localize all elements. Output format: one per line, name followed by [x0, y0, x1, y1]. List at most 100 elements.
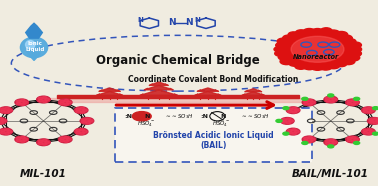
Circle shape	[295, 63, 307, 69]
Circle shape	[64, 137, 69, 139]
Circle shape	[16, 137, 21, 140]
Circle shape	[5, 132, 9, 134]
Circle shape	[363, 110, 368, 112]
Circle shape	[42, 139, 47, 142]
Circle shape	[86, 118, 90, 120]
Circle shape	[325, 100, 330, 102]
Circle shape	[38, 100, 43, 102]
Bar	[49, 98, 306, 102]
Text: BAIL/MIL-101: BAIL/MIL-101	[292, 169, 369, 179]
Circle shape	[296, 30, 307, 36]
Circle shape	[370, 131, 375, 133]
Circle shape	[289, 120, 293, 122]
Circle shape	[324, 96, 338, 103]
Circle shape	[328, 94, 334, 97]
Circle shape	[282, 121, 287, 123]
Text: MIL-101: MIL-101	[20, 169, 67, 179]
Circle shape	[311, 101, 315, 103]
Circle shape	[367, 132, 372, 134]
Circle shape	[348, 46, 362, 53]
Text: $HSO_4^-$: $HSO_4^-$	[212, 120, 230, 129]
Circle shape	[288, 32, 299, 37]
Circle shape	[37, 96, 50, 103]
Circle shape	[283, 132, 289, 135]
Circle shape	[5, 107, 9, 110]
Circle shape	[363, 132, 368, 134]
Circle shape	[275, 51, 286, 56]
Circle shape	[367, 118, 378, 124]
Text: N: N	[168, 18, 176, 27]
Circle shape	[80, 132, 85, 134]
Circle shape	[304, 100, 308, 102]
Circle shape	[82, 121, 86, 123]
Circle shape	[312, 28, 323, 34]
Circle shape	[308, 100, 313, 102]
Circle shape	[59, 99, 72, 106]
Circle shape	[321, 28, 332, 33]
Circle shape	[292, 132, 296, 134]
Circle shape	[325, 97, 330, 100]
Circle shape	[276, 42, 288, 48]
Circle shape	[60, 102, 64, 105]
Circle shape	[38, 97, 43, 100]
Circle shape	[302, 99, 316, 106]
Circle shape	[0, 122, 3, 124]
Circle shape	[45, 141, 50, 143]
Circle shape	[76, 129, 81, 132]
Circle shape	[7, 109, 12, 111]
Circle shape	[294, 109, 299, 111]
Circle shape	[370, 109, 375, 111]
Circle shape	[308, 140, 313, 142]
Circle shape	[0, 118, 3, 120]
Circle shape	[0, 110, 5, 112]
Circle shape	[336, 61, 347, 67]
Circle shape	[347, 139, 352, 142]
Circle shape	[349, 42, 361, 48]
Circle shape	[83, 109, 87, 111]
Circle shape	[280, 118, 294, 124]
Circle shape	[373, 107, 378, 110]
Ellipse shape	[26, 40, 35, 49]
Circle shape	[286, 122, 291, 124]
Text: N: N	[145, 114, 150, 119]
Circle shape	[286, 107, 300, 113]
Circle shape	[280, 58, 293, 65]
Circle shape	[7, 131, 12, 133]
Circle shape	[67, 138, 71, 141]
Circle shape	[292, 111, 296, 113]
Circle shape	[64, 140, 69, 142]
Polygon shape	[140, 90, 178, 95]
Circle shape	[278, 30, 357, 69]
Circle shape	[332, 98, 337, 101]
Circle shape	[376, 120, 378, 122]
Circle shape	[302, 136, 316, 143]
Circle shape	[362, 128, 375, 135]
Circle shape	[310, 138, 315, 141]
Circle shape	[283, 107, 289, 110]
Circle shape	[292, 107, 296, 110]
Circle shape	[373, 118, 378, 120]
Circle shape	[60, 100, 64, 102]
Circle shape	[5, 129, 9, 131]
Circle shape	[23, 138, 28, 141]
Circle shape	[286, 128, 300, 135]
Text: N: N	[220, 114, 226, 119]
Circle shape	[60, 139, 64, 142]
Circle shape	[347, 137, 352, 140]
Circle shape	[276, 119, 282, 122]
Circle shape	[2, 120, 6, 122]
Polygon shape	[242, 92, 265, 95]
Circle shape	[352, 100, 356, 102]
Circle shape	[363, 108, 368, 110]
Polygon shape	[99, 88, 120, 91]
Circle shape	[354, 138, 358, 141]
Circle shape	[327, 63, 340, 69]
Circle shape	[80, 129, 85, 131]
Text: N: N	[137, 17, 143, 23]
Circle shape	[80, 107, 85, 110]
Circle shape	[304, 102, 308, 105]
Circle shape	[21, 137, 25, 139]
Circle shape	[363, 129, 368, 132]
Circle shape	[352, 140, 356, 142]
Text: $\sim\sim SO_3H$: $\sim\sim SO_3H$	[240, 112, 270, 121]
